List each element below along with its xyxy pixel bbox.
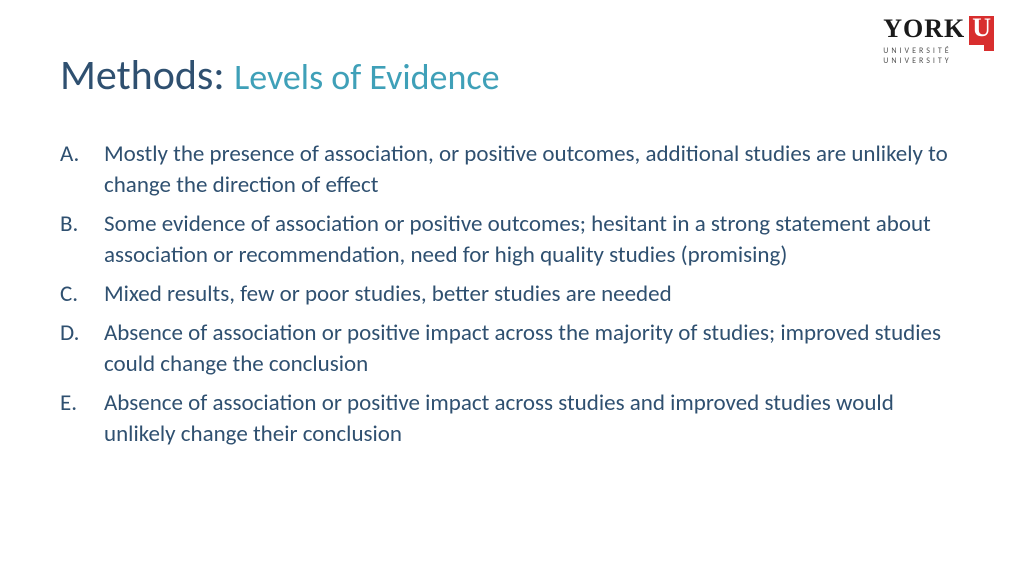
slide-title: Methods: Levels of Evidence [60,50,964,101]
list-text: Absence of association or positive impac… [104,389,894,448]
list-item: A. Mostly the presence of association, o… [60,139,964,201]
slide: YORK U UNIVERSITÉ UNIVERSITY Methods: Le… [0,0,1024,576]
logo-top-row: YORK U [883,16,994,45]
list-marker: C. [60,279,96,310]
list-text: Mixed results, few or poor studies, bett… [104,280,672,308]
title-main: Methods: [60,50,225,101]
logo-block: U [969,16,994,45]
list-item: E. Absence of association or positive im… [60,388,964,450]
logo-subtext-fr: UNIVERSITÉ [883,47,994,55]
evidence-levels-list: A. Mostly the presence of association, o… [60,139,964,450]
list-text: Absence of association or positive impac… [104,319,941,378]
list-item: C. Mixed results, few or poor studies, b… [60,279,964,310]
logo-subtext-en: UNIVERSITY [883,57,994,65]
list-item: D. Absence of association or positive im… [60,318,964,380]
university-logo: YORK U UNIVERSITÉ UNIVERSITY [883,16,994,65]
logo-wordmark: YORK [883,16,965,42]
logo-u-icon: U [969,16,994,45]
list-text: Some evidence of association or positive… [104,210,931,269]
list-text: Mostly the presence of association, or p… [104,140,948,199]
list-item: B. Some evidence of association or posit… [60,209,964,271]
title-sub: Levels of Evidence [234,55,499,99]
list-marker: B. [60,209,96,240]
list-marker: A. [60,139,96,170]
list-marker: E. [60,388,96,419]
list-marker: D. [60,318,96,349]
